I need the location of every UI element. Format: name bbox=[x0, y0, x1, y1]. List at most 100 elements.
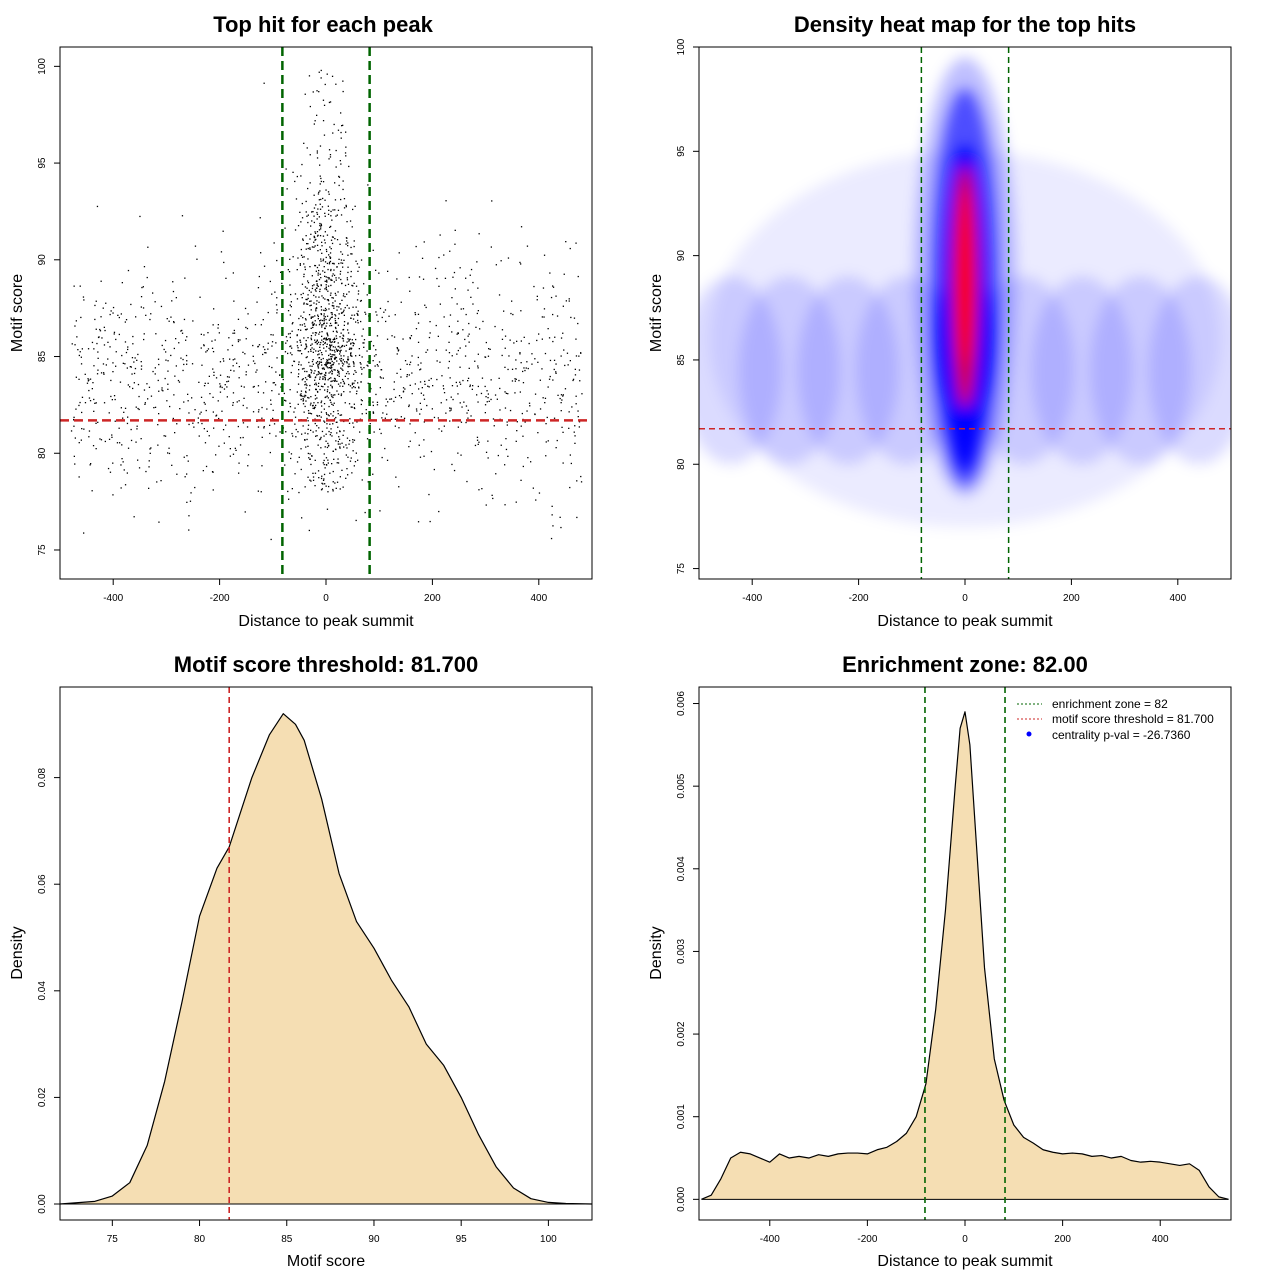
scatter-point bbox=[340, 357, 343, 360]
y-tick-label: 0.000 bbox=[676, 1186, 687, 1211]
scatter-point bbox=[290, 371, 292, 374]
scatter-point bbox=[295, 436, 297, 438]
scatter-point bbox=[73, 416, 75, 418]
scatter-point bbox=[328, 303, 330, 305]
scatter-point bbox=[322, 197, 324, 200]
scatter-point bbox=[419, 413, 421, 415]
scatter-point bbox=[179, 408, 181, 410]
scatter-point bbox=[300, 390, 303, 392]
scatter-point bbox=[319, 175, 321, 177]
scatter-point bbox=[269, 451, 271, 454]
scatter-point bbox=[449, 410, 451, 412]
scatter-point bbox=[485, 396, 487, 398]
scatter-point bbox=[319, 208, 322, 210]
scatter-point bbox=[310, 309, 312, 311]
scatter-point bbox=[310, 337, 312, 339]
scatter-point bbox=[330, 413, 332, 415]
scatter-point bbox=[402, 338, 404, 340]
scatter-point bbox=[78, 442, 80, 444]
scatter-point bbox=[335, 448, 337, 451]
scatter-point bbox=[352, 306, 354, 308]
scatter-point bbox=[157, 444, 159, 446]
scatter-point bbox=[469, 385, 471, 388]
scatter-point bbox=[335, 356, 338, 359]
scatter-point bbox=[336, 360, 338, 362]
scatter-point bbox=[100, 372, 103, 374]
scatter-point bbox=[78, 354, 80, 357]
scatter-point bbox=[197, 417, 199, 419]
scatter-point bbox=[303, 263, 305, 265]
scatter-point bbox=[486, 401, 488, 403]
scatter-point bbox=[318, 415, 321, 417]
scatter-point bbox=[445, 412, 447, 414]
scatter-point bbox=[314, 383, 316, 386]
reference-lines bbox=[60, 47, 592, 579]
scatter-point bbox=[421, 387, 423, 389]
x-axis: -400 -200 0 200 400 bbox=[103, 578, 548, 604]
scatter-point bbox=[362, 342, 364, 344]
scatter-point bbox=[324, 83, 326, 86]
scatter-point bbox=[336, 266, 338, 268]
scatter-point bbox=[323, 315, 325, 317]
scatter-point bbox=[157, 358, 160, 360]
scatter-point bbox=[91, 388, 93, 390]
scatter-point bbox=[504, 407, 507, 409]
scatter-point bbox=[288, 451, 290, 453]
scatter-point bbox=[269, 424, 271, 426]
scatter-point bbox=[324, 396, 326, 399]
scatter-point bbox=[491, 494, 493, 496]
scatter-point bbox=[580, 475, 582, 478]
scatter-point bbox=[74, 325, 76, 327]
scatter-point bbox=[576, 480, 578, 482]
scatter-point bbox=[253, 385, 255, 388]
scatter-point bbox=[289, 332, 291, 335]
scatter-point bbox=[325, 286, 327, 288]
scatter-point bbox=[173, 321, 175, 323]
scatter-point bbox=[342, 180, 344, 182]
scatter-point bbox=[417, 341, 420, 343]
scatter-point bbox=[334, 341, 336, 343]
scatter-point bbox=[461, 406, 463, 408]
scatter-point bbox=[252, 344, 254, 347]
scatter-point bbox=[325, 363, 327, 366]
scatter-point bbox=[264, 348, 266, 351]
scatter-point bbox=[347, 332, 350, 334]
scatter-point bbox=[334, 321, 337, 324]
scatter-point bbox=[578, 426, 580, 428]
scatter-point bbox=[560, 410, 562, 412]
scatter-point bbox=[145, 470, 147, 473]
scatter-point bbox=[348, 291, 350, 293]
scatter-point bbox=[256, 301, 258, 303]
scatter-point bbox=[300, 448, 302, 450]
scatter-point bbox=[337, 458, 339, 460]
scatter-point bbox=[336, 462, 338, 464]
scatter-point bbox=[289, 345, 291, 348]
scatter-point bbox=[299, 211, 301, 213]
scatter-point bbox=[310, 402, 312, 404]
scatter-point bbox=[323, 374, 326, 376]
scatter-point bbox=[331, 236, 334, 238]
scatter-point bbox=[219, 386, 221, 388]
scatter-point bbox=[347, 366, 349, 368]
scatter-point bbox=[346, 341, 348, 343]
scatter-point bbox=[332, 297, 334, 299]
scatter-point bbox=[264, 352, 266, 354]
scatter-point bbox=[215, 415, 217, 417]
scatter-point bbox=[383, 311, 385, 313]
scatter-point bbox=[305, 329, 307, 331]
scatter-point bbox=[395, 476, 397, 478]
scatter-point bbox=[545, 441, 547, 443]
scatter-point bbox=[579, 380, 581, 382]
scatter-point bbox=[295, 428, 297, 431]
scatter-point bbox=[342, 380, 345, 382]
scatter-point bbox=[174, 375, 176, 377]
scatter-point bbox=[348, 373, 350, 375]
scatter-point bbox=[317, 250, 319, 252]
scatter-point bbox=[311, 285, 314, 287]
scatter-point bbox=[439, 361, 441, 363]
scatter-point bbox=[314, 264, 316, 267]
scatter-point bbox=[328, 209, 330, 211]
scatter-point bbox=[548, 378, 551, 380]
scatter-point bbox=[315, 204, 317, 206]
scatter-point bbox=[476, 394, 478, 396]
